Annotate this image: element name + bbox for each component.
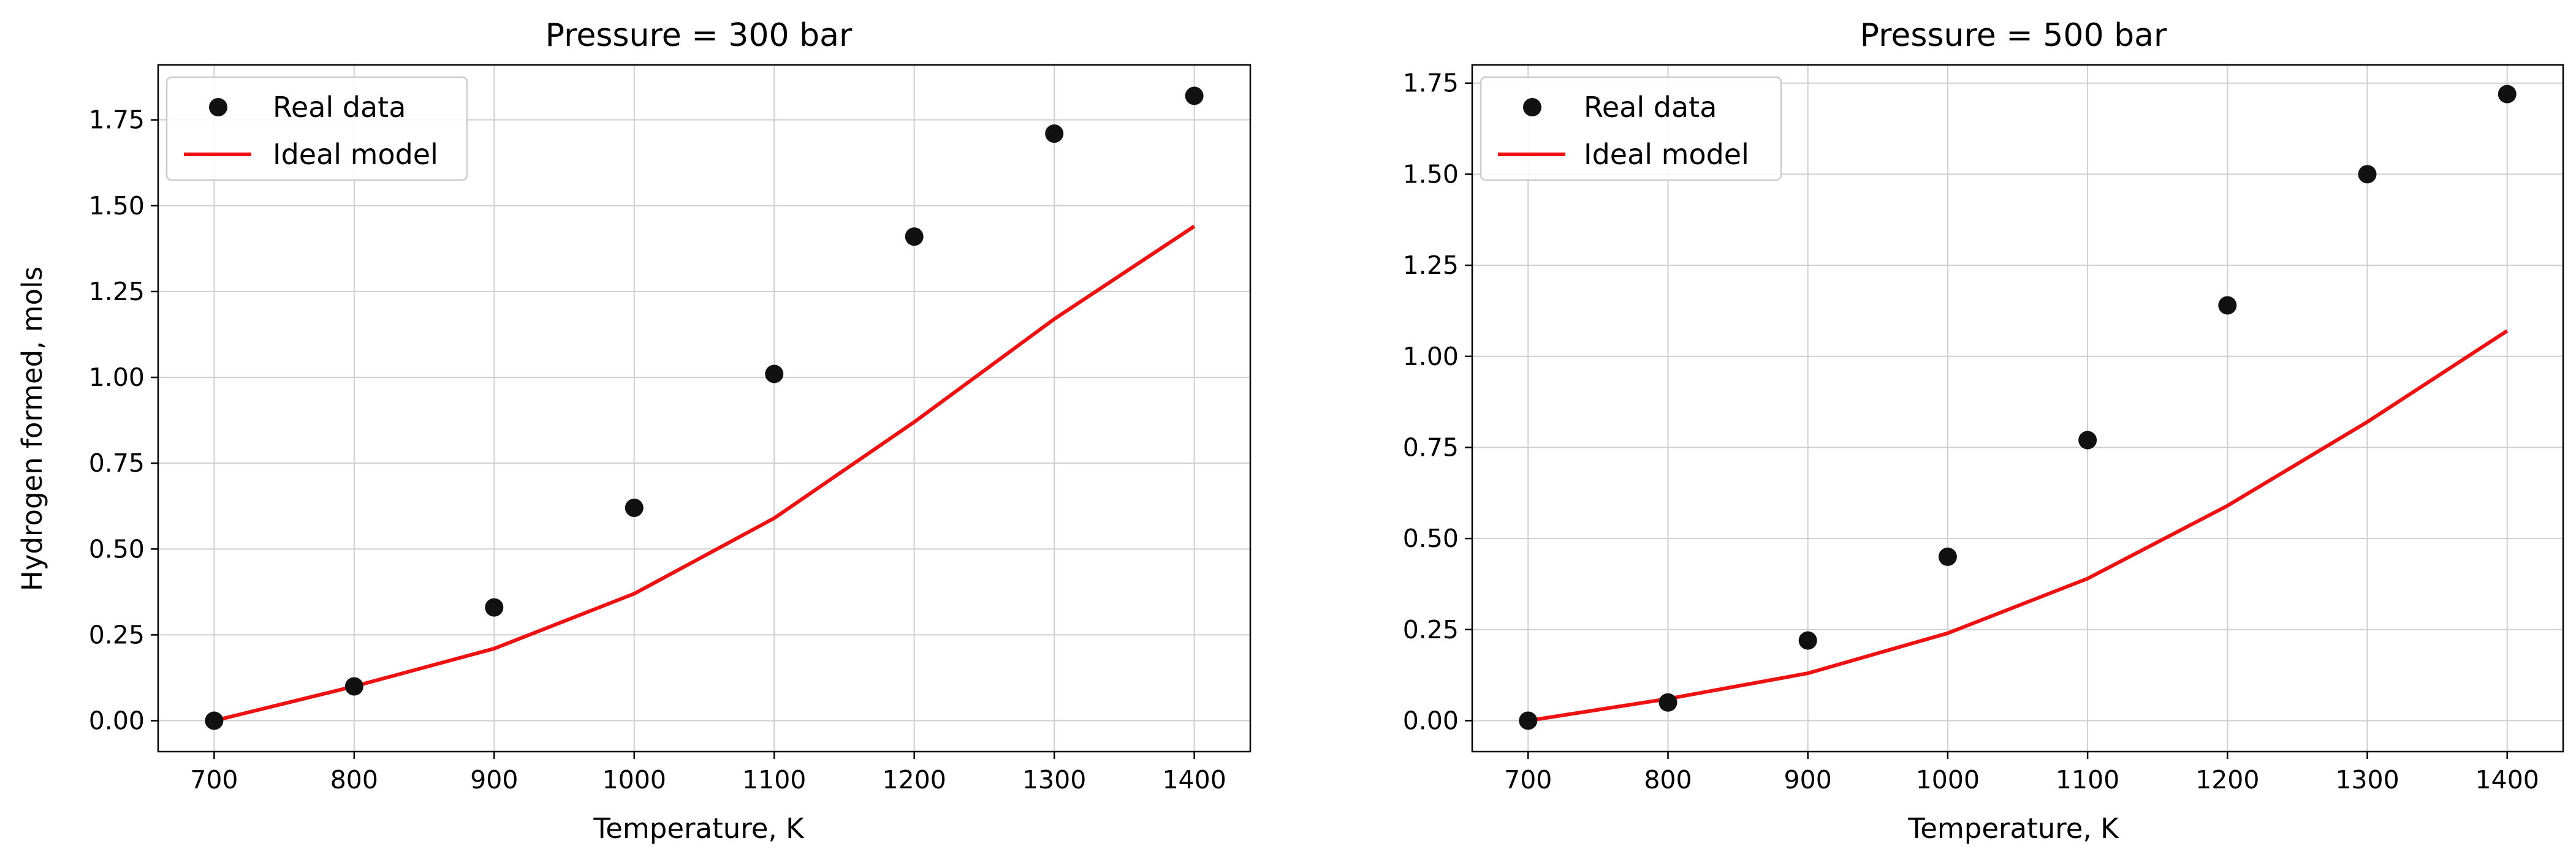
data-point-real-data [625,499,644,518]
data-point-real-data [2358,165,2377,184]
y-tick-label: 0.50 [1403,524,1459,553]
axis-ticks: 700 800 900 1000 1100 1200 1300 1400 0.00 0.25 0.5… [89,105,1226,794]
data-point-real-data [1045,124,1064,143]
y-tick-label: 0.50 [89,534,145,564]
y-axis-label: Hydrogen formed, mols [16,266,48,591]
y-tick-label: 1.25 [89,277,145,306]
x-tick-label: 1200 [2195,765,2259,794]
x-tick-label: 1400 [1162,765,1226,794]
y-tick-label: 0.00 [89,706,145,736]
y-tick-label: 0.25 [89,620,145,649]
data-point-real-data [205,711,224,730]
x-tick-label: 1200 [883,765,946,794]
data-point-real-data [344,677,363,696]
y-tick-label: 1.50 [89,191,145,221]
chart-title: Pressure = 500 bar [1860,17,2167,54]
data-point-real-data [2218,296,2237,315]
x-tick-label: 1300 [1022,765,1086,794]
data-point-real-data [1658,693,1677,712]
x-tick-label: 1000 [602,765,666,794]
x-tick-label: 1300 [2335,765,2399,794]
series-line-ideal-model [213,224,1196,723]
y-tick-label: 1.00 [1403,342,1459,371]
y-tick-label: 0.00 [1403,706,1459,735]
x-tick-label: 700 [1504,765,1552,794]
x-tick-label: 900 [470,765,518,794]
x-axis-label: Temperature, K [593,812,805,845]
axis-ticks: 700 800 900 1000 1100 1200 1300 1400 0.00 0.25 0.5… [1403,69,2539,794]
x-tick-label: 700 [190,765,238,794]
legend: Real data Ideal model [1480,76,1782,181]
plot-frame [157,64,1252,753]
legend-label-ideal-model: Ideal model [273,138,438,171]
y-tick-label: 0.75 [1403,432,1459,462]
data-series [205,86,1204,730]
data-point-real-data [1185,86,1204,105]
x-axis-label: Temperature, K [1907,812,2119,845]
y-tick-label: 1.25 [1403,251,1459,280]
data-point-real-data [1519,711,1538,730]
y-tick-label: 0.25 [1403,615,1459,644]
chart-pressure-300: Pressure = 300 bar Temperature, K Hydrog… [16,17,1252,845]
chart-pressure-500: Pressure = 500 bar Temperature, K 700 800… [1403,17,2564,845]
y-tick-label: 1.00 [89,363,145,392]
data-point-real-data [1938,547,1957,566]
data-point-real-data [905,227,924,246]
legend-label-ideal-model: Ideal model [1584,138,1749,171]
data-point-real-data [485,598,504,617]
x-tick-label: 1000 [1916,765,1980,794]
legend-marker-real-data [1523,98,1541,116]
x-tick-label: 800 [1644,765,1692,794]
x-tick-label: 800 [330,765,378,794]
data-point-real-data [765,364,784,383]
legend-label-real-data: Real data [273,91,406,124]
chart-title: Pressure = 300 bar [545,17,853,54]
y-tick-label: 1.75 [1403,69,1459,98]
data-point-real-data [2078,431,2097,450]
x-tick-label: 1100 [742,765,806,794]
legend-label-real-data: Real data [1584,91,1717,124]
x-tick-label: 1400 [2475,765,2539,794]
y-tick-label: 1.75 [89,105,145,135]
series-line-ideal-model [1527,329,2509,723]
grid-lines [158,65,1250,752]
x-tick-label: 1100 [2056,765,2119,794]
x-tick-label: 900 [1784,765,1832,794]
y-tick-label: 0.75 [89,448,145,478]
y-tick-label: 1.50 [1403,159,1459,189]
plot-frame [1471,64,2564,753]
data-series [1519,85,2517,730]
legend-marker-real-data [209,98,227,116]
data-point-real-data [1798,631,1817,650]
legend: Real data Ideal model [165,76,468,181]
data-point-real-data [2498,85,2517,104]
